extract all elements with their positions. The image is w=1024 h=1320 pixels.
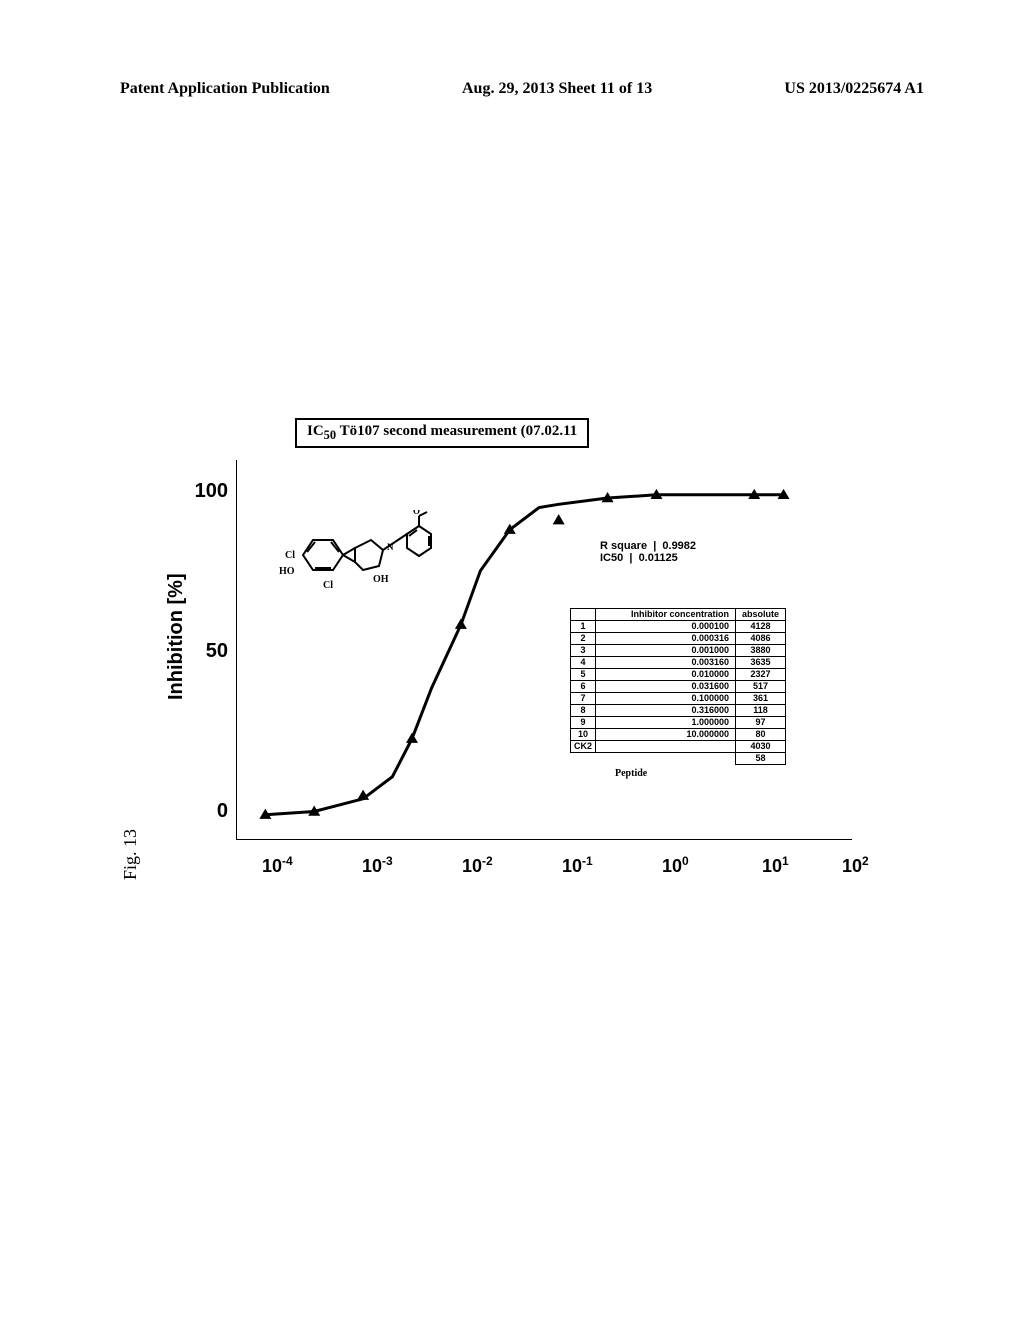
molecule-structure: Cl Cl HO OH N O [275, 510, 435, 610]
table-cell-conc [596, 741, 736, 753]
rsq-label: R square [600, 540, 647, 552]
table-cell-abs: 4030 [736, 741, 786, 753]
page-header: Patent Application Publication Aug. 29, … [120, 80, 924, 98]
x-tick-label: 10-1 [562, 854, 593, 877]
table-row: 70.100000361 [571, 693, 786, 705]
table-cell-conc: 0.001000 [596, 645, 736, 657]
table-row: 30.0010003880 [571, 645, 786, 657]
ic50-value: 0.01125 [639, 552, 678, 564]
table-cell-conc: 0.100000 [596, 693, 736, 705]
table-cell-conc: 1.000000 [596, 717, 736, 729]
data-marker [553, 514, 565, 524]
table-cell-abs: 3880 [736, 645, 786, 657]
fit-stats: R square | 0.9982 IC50 | 0.01125 [600, 540, 696, 564]
table-row: 60.031600517 [571, 681, 786, 693]
inhibitor-data-table: Inhibitor concentration absolute 10.0001… [570, 608, 786, 765]
table-header-blank [571, 609, 596, 621]
patent-page: Patent Application Publication Aug. 29, … [0, 0, 1024, 1320]
mol-cl-label: Cl [285, 550, 295, 561]
rsq-value: 0.9982 [662, 540, 696, 552]
y-tick-label: 50 [188, 640, 228, 663]
table-cell-idx: 3 [571, 645, 596, 657]
table-cell-idx: 1 [571, 621, 596, 633]
mol-oh-label: OH [373, 574, 389, 585]
table-row: 80.316000118 [571, 705, 786, 717]
y-axis-label: Inhibition [%] [165, 573, 188, 700]
table-cell-abs: 2327 [736, 669, 786, 681]
table-cell-conc: 0.000316 [596, 633, 736, 645]
table-row-peptide: 58 [571, 753, 786, 765]
x-tick-label: 10-4 [262, 854, 293, 877]
header-center: Aug. 29, 2013 Sheet 11 of 13 [462, 80, 652, 98]
mol-n-label: N [387, 542, 394, 552]
table-row: 20.0003164086 [571, 633, 786, 645]
table-cell-idx: 7 [571, 693, 596, 705]
chart-title-text: IC50 Tö107 second measurement (07.02.11 [307, 423, 577, 439]
table-cell-abs: 80 [736, 729, 786, 741]
table-cell-idx: 5 [571, 669, 596, 681]
table-cell-abs: 4128 [736, 621, 786, 633]
table-cell-idx: 2 [571, 633, 596, 645]
table-cell-idx: 8 [571, 705, 596, 717]
mol-o-label: O [413, 510, 420, 516]
table-cell-peptide-abs: 58 [736, 753, 786, 765]
x-tick-label: 10-2 [462, 854, 493, 877]
peptide-label: Peptide [615, 768, 647, 779]
table-cell-conc: 0.031600 [596, 681, 736, 693]
table-cell-idx: CK2 [571, 741, 596, 753]
table-cell-conc: 0.010000 [596, 669, 736, 681]
header-left: Patent Application Publication [120, 80, 330, 98]
table-cell-abs: 4086 [736, 633, 786, 645]
table-cell-conc: 10.000000 [596, 729, 736, 741]
x-tick-label: 10-3 [362, 854, 393, 877]
table-cell-abs: 3635 [736, 657, 786, 669]
mol-ho-label: HO [279, 566, 295, 577]
table-row: 50.0100002327 [571, 669, 786, 681]
chart-title: IC50 Tö107 second measurement (07.02.11 [295, 418, 589, 448]
table-header-abs: absolute [736, 609, 786, 621]
table-cell-conc: 0.000100 [596, 621, 736, 633]
table-cell-idx: 9 [571, 717, 596, 729]
data-marker [455, 619, 467, 629]
figure-label: Fig. 13 [120, 829, 141, 880]
table-cell-idx: 10 [571, 729, 596, 741]
header-right: US 2013/0225674 A1 [784, 80, 924, 98]
table-cell-abs: 97 [736, 717, 786, 729]
x-tick-label: 100 [662, 854, 689, 877]
table-cell-abs: 361 [736, 693, 786, 705]
table-row: 91.00000097 [571, 717, 786, 729]
table-cell-idx: 6 [571, 681, 596, 693]
ic50-label: IC50 [600, 552, 623, 564]
x-tick-label: 101 [762, 854, 789, 877]
table-cell-abs: 517 [736, 681, 786, 693]
x-tick-label: 102 [842, 854, 869, 877]
data-marker [406, 733, 418, 743]
mol-cl2-label: Cl [323, 580, 333, 591]
table-cell-conc: 0.003160 [596, 657, 736, 669]
table-cell-idx: 4 [571, 657, 596, 669]
table-row: CK2 4030 [571, 741, 786, 753]
table-cell-abs: 118 [736, 705, 786, 717]
table-row: 1010.00000080 [571, 729, 786, 741]
table-row: 10.0001004128 [571, 621, 786, 633]
table-header-conc: Inhibitor concentration [596, 609, 736, 621]
y-tick-label: 100 [188, 480, 228, 503]
table-row: 40.0031603635 [571, 657, 786, 669]
y-tick-label: 0 [188, 800, 228, 823]
table-cell-conc: 0.316000 [596, 705, 736, 717]
